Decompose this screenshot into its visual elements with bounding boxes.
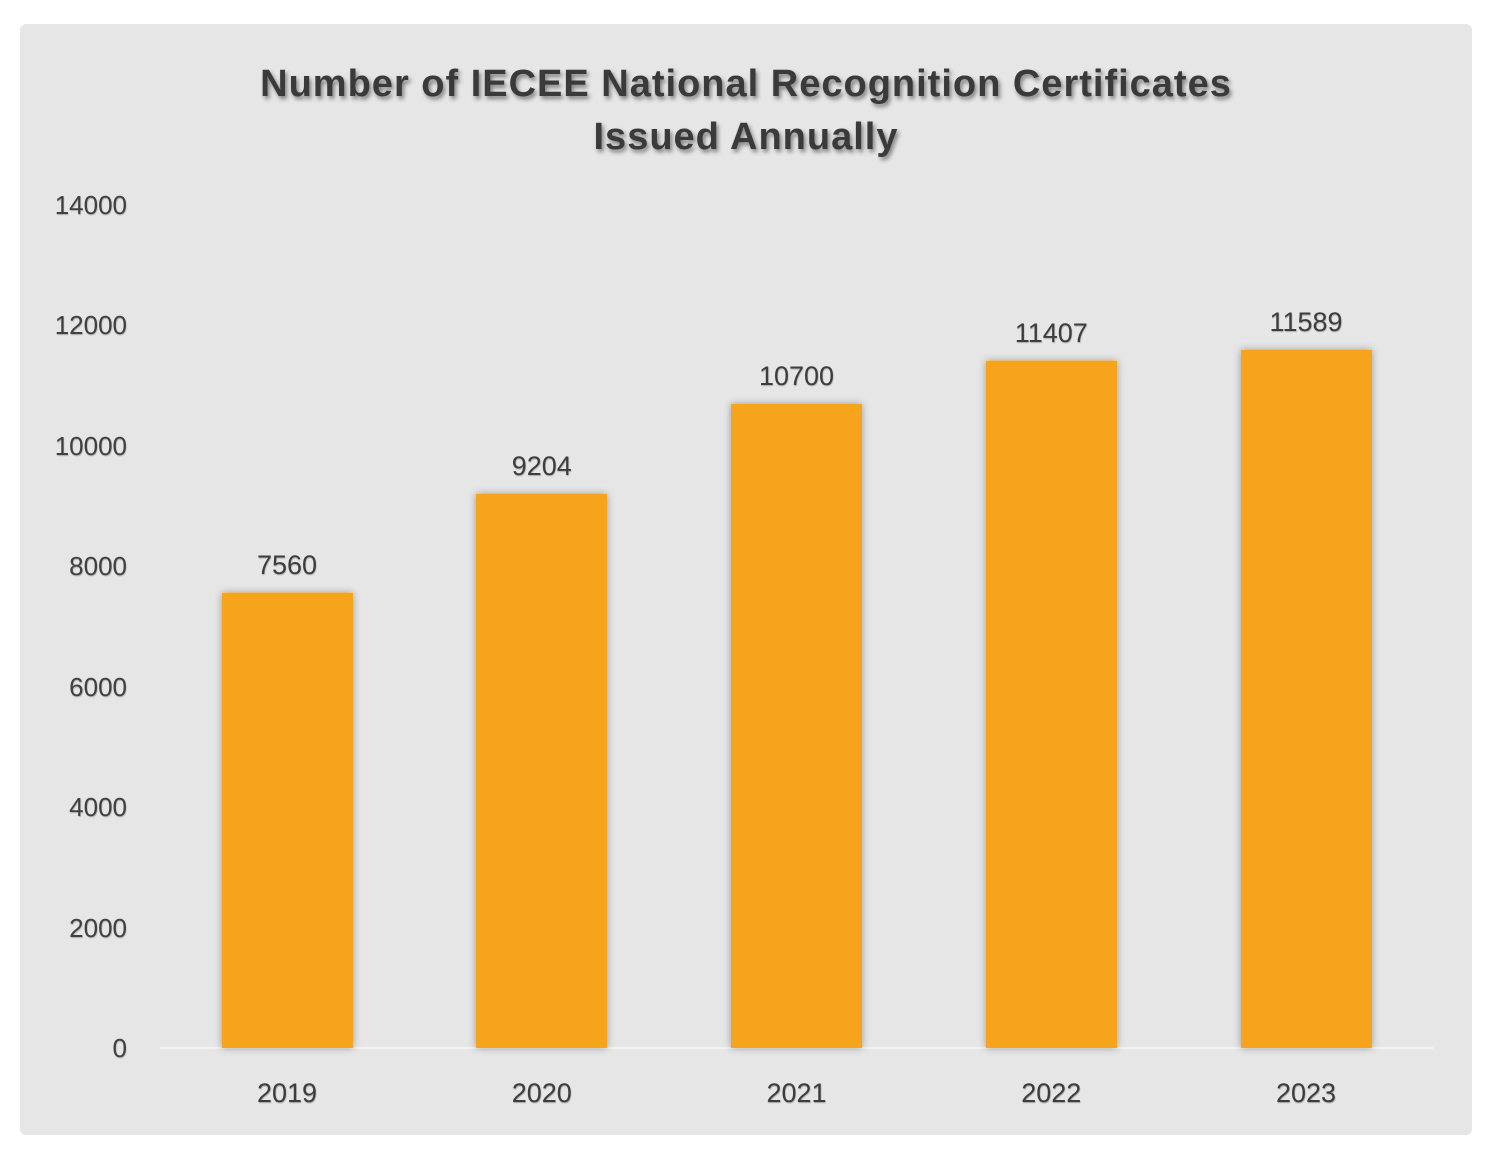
bar-2019 (221, 592, 353, 1048)
y-axis-tick-label-12000: 12000 (54, 310, 127, 341)
bar-value-label-2019: 7560 (256, 549, 318, 580)
bar-value-label-2021: 10700 (758, 360, 835, 391)
y-axis-tick-label-4000: 4000 (69, 792, 127, 823)
plot-area: 0 2000 4000 6000 8000 10000 12000 14000 7560 2019… (20, 24, 1472, 1135)
x-axis-tick-label-2023: 2023 (1275, 1078, 1337, 1108)
bar-value-label-2020: 9204 (511, 450, 572, 481)
chart-title: Number of IECEE National Recognition Cer… (20, 58, 1472, 164)
x-axis-tick-label-2020: 2020 (511, 1078, 572, 1108)
chart-title-line-1: Number of IECEE National Recognition Cer… (260, 63, 1232, 105)
y-axis-tick-label-14000: 14000 (54, 190, 127, 220)
bar-value-label-2022: 11407 (1014, 318, 1088, 349)
x-axis-line (160, 1047, 1433, 1049)
chart-title-line-2: Issued Annually (593, 116, 899, 158)
x-axis-tick-label-2021: 2021 (766, 1078, 827, 1108)
x-axis-tick-label-2019: 2019 (256, 1078, 318, 1108)
y-axis-tick-label-2000: 2000 (69, 912, 127, 943)
y-axis-tick-label-0: 0 (112, 1033, 127, 1063)
bar-2023 (1240, 350, 1372, 1048)
y-axis-tick-label-6000: 6000 (69, 671, 127, 702)
bar-2021 (731, 403, 862, 1048)
bar-value-label-2023: 11589 (1269, 307, 1343, 338)
bar-2020 (476, 493, 608, 1048)
y-axis-tick-label-8000: 8000 (69, 551, 127, 582)
chart-panel: Number of IECEE National Recognition Cer… (20, 24, 1472, 1135)
x-axis-tick-label-2022: 2022 (1021, 1078, 1082, 1108)
bar-2022 (985, 361, 1117, 1048)
y-axis-tick-label-10000: 10000 (54, 430, 127, 461)
